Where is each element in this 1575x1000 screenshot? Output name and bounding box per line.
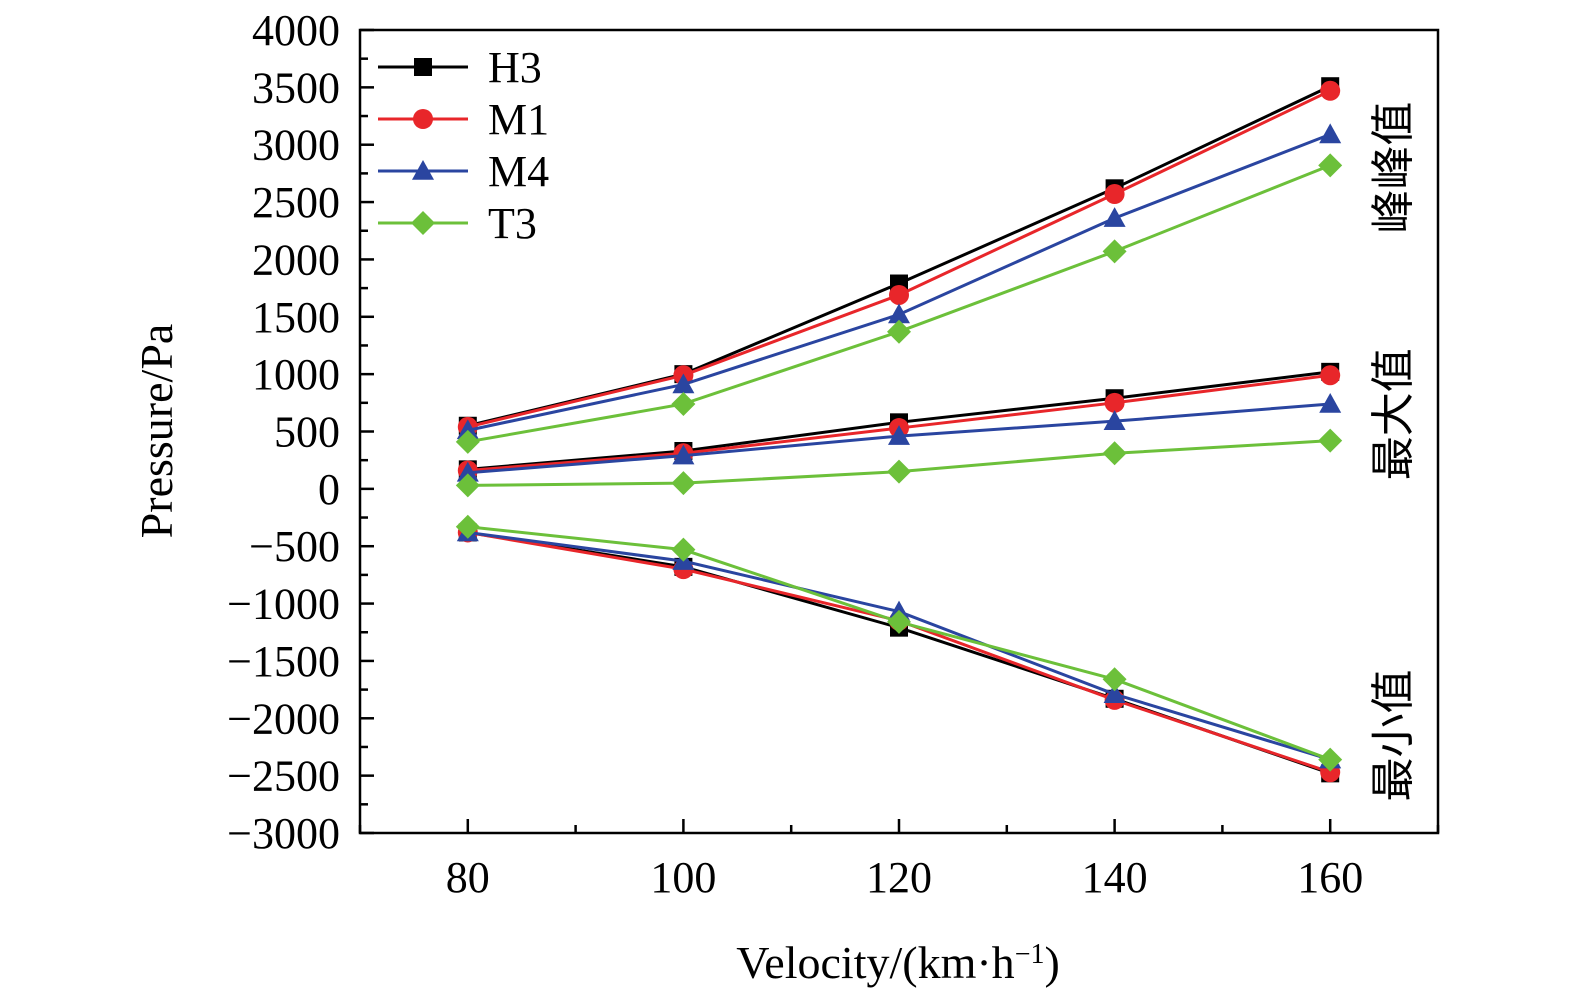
- point-marker: [671, 471, 696, 496]
- y-tick-label: −2500: [227, 752, 340, 801]
- point-marker: [456, 461, 479, 482]
- point-marker: [1102, 441, 1127, 466]
- point-marker: [888, 425, 910, 445]
- y-tick-label: 3000: [252, 121, 340, 170]
- group-label: 最大值: [1368, 348, 1419, 480]
- y-tick-label: 2500: [252, 178, 340, 227]
- y-tick-label: 500: [274, 408, 340, 457]
- y-axis-title: Pressure/Pa: [131, 324, 182, 539]
- point-marker: [1318, 747, 1343, 772]
- legend-item-m1: M1: [378, 95, 549, 144]
- point-marker: [1319, 123, 1342, 144]
- y-tick-label: −1000: [227, 580, 340, 629]
- point-marker: [1318, 428, 1343, 453]
- x-tick-label: 100: [650, 853, 716, 902]
- series-m1-peak-to-peak: [457, 80, 1341, 437]
- point-marker: [1318, 153, 1343, 178]
- point-marker: [1320, 365, 1341, 386]
- point-marker: [1319, 392, 1342, 413]
- y-tick-label: 1000: [252, 350, 340, 399]
- y-tick-label: −500: [249, 522, 340, 571]
- series-m4-peak-to-peak: [456, 123, 1342, 440]
- point-marker: [1104, 184, 1125, 205]
- point-marker: [887, 459, 911, 484]
- series-layer: [455, 77, 1343, 783]
- legend-item-t3: T3: [378, 199, 537, 248]
- series-h3-minimum: [458, 523, 1340, 783]
- series-t3-maximum: [455, 428, 1343, 498]
- point-marker: [672, 444, 695, 465]
- series-t3-minimum: [455, 514, 1343, 772]
- x-tick-label: 120: [866, 853, 932, 902]
- point-marker: [1104, 392, 1125, 413]
- series-line: [467, 89, 1331, 429]
- y-tick-label: −2000: [227, 694, 340, 743]
- x-axis-title-superscript: −1: [1015, 939, 1045, 970]
- x-tick-label: 160: [1297, 853, 1363, 902]
- y-tick-label: 4000: [252, 6, 340, 55]
- point-marker: [887, 609, 911, 634]
- x-axis-title-end: ): [1044, 937, 1059, 988]
- point-marker: [672, 373, 695, 394]
- series-t3-peak-to-peak: [455, 153, 1343, 454]
- point-marker: [1103, 207, 1126, 227]
- y-tick-label: 1500: [252, 293, 340, 342]
- point-marker: [456, 419, 479, 440]
- series-m1-minimum: [457, 522, 1341, 783]
- series-line: [467, 530, 1331, 762]
- point-marker: [671, 537, 696, 562]
- point-marker: [889, 284, 909, 305]
- x-tick-labels: 80 100 120 140 160: [446, 853, 1363, 902]
- series-line: [467, 530, 1331, 775]
- point-marker: [888, 303, 910, 324]
- series-line: [467, 530, 1331, 774]
- point-marker: [1103, 410, 1126, 430]
- series-m4-maximum: [456, 392, 1342, 482]
- series-line: [467, 84, 1331, 428]
- point-marker: [671, 391, 696, 416]
- legend-item-h3: H3: [378, 43, 542, 92]
- point-marker: [1102, 667, 1127, 692]
- point-marker: [455, 429, 480, 454]
- legend-label: T3: [488, 199, 537, 248]
- series-h3-peak-to-peak: [458, 77, 1340, 435]
- y-tick-label: 3500: [252, 63, 340, 112]
- y-tick-label: 2000: [252, 235, 340, 284]
- point-marker: [1320, 80, 1341, 101]
- x-tick-label: 140: [1082, 853, 1148, 902]
- axis-ticks: [358, 28, 1440, 835]
- y-tick-label: −3000: [227, 809, 340, 858]
- point-marker: [412, 160, 434, 180]
- y-tick-label: 0: [318, 465, 340, 514]
- point-marker: [455, 514, 480, 539]
- legend-item-m4: M4: [378, 147, 549, 196]
- x-axis-title-main: Velocity/(km·h: [736, 937, 1015, 988]
- group-label: 峰峰值: [1368, 102, 1419, 234]
- y-tick-label: −1500: [227, 637, 340, 686]
- x-axis-title: Velocity/(km·h−1): [736, 937, 1060, 988]
- point-marker: [1103, 683, 1126, 703]
- group-label: 最小值: [1368, 669, 1419, 801]
- legend-label: M1: [488, 95, 549, 144]
- point-marker: [1102, 239, 1127, 264]
- x-tick-label: 80: [446, 853, 490, 902]
- point-marker: [455, 473, 480, 498]
- y-tick-labels: 4000 3500 3000 2500 2000 1500 1000 500 0 −500 −100…: [227, 6, 340, 858]
- series-line: [467, 525, 1331, 761]
- point-marker: [887, 319, 911, 344]
- point-marker: [414, 58, 432, 76]
- point-marker: [413, 109, 433, 129]
- legend-label: H3: [488, 43, 542, 92]
- point-marker: [411, 211, 435, 235]
- legend-label: M4: [488, 147, 549, 196]
